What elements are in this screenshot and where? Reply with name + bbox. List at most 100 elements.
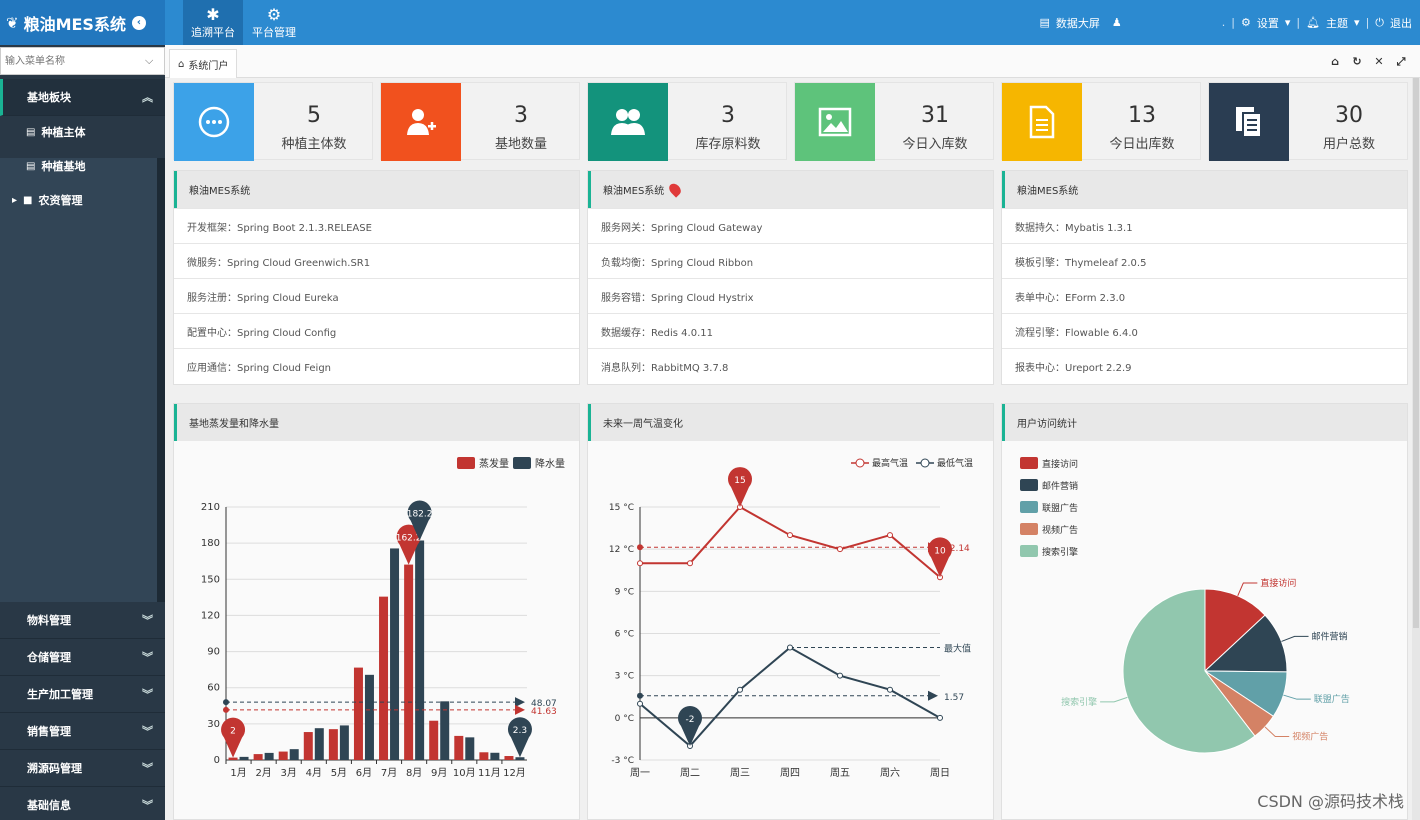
- close-icon[interactable]: ✕: [1374, 55, 1384, 68]
- settings-menu[interactable]: 设置: [1256, 16, 1279, 30]
- watermark: CSDN @源码技术栈: [1257, 792, 1404, 811]
- legend-label: 蒸发量: [479, 457, 509, 470]
- stat-value: 30: [1335, 103, 1363, 128]
- bar-降水量: [390, 548, 400, 760]
- x-tick-label: 11月: [478, 767, 501, 779]
- y-tick-label: 120: [201, 610, 220, 621]
- bar-降水量: [490, 752, 500, 760]
- tab-system-portal[interactable]: ⌂ 系统门户: [169, 49, 238, 78]
- legend-label: 搜索引擎: [1042, 546, 1078, 558]
- info-row: 模板引擎：Thymeleaf 2.0.5: [1002, 243, 1407, 278]
- pie-label-line: [1264, 726, 1290, 737]
- sidebar-group-trace-code[interactable]: 溯源码管理 ︾: [0, 750, 165, 787]
- logout-link[interactable]: 退出: [1390, 16, 1412, 30]
- sidebar-item-agri-supplies[interactable]: ▸ ■ 农资管理: [0, 183, 157, 217]
- menu-search-input[interactable]: [1, 49, 141, 73]
- line-chart-panel: 未来一周气温变化 -3 °C 0 °C 3 °C 6 °C 9 °C 12 °C 15 °C…: [587, 403, 994, 820]
- y-tick-label: 12 °C: [609, 545, 634, 555]
- data-point: [887, 532, 893, 539]
- x-tick-label: 周五: [830, 767, 850, 779]
- sidebar-group-warehouse[interactable]: 仓储管理 ︾: [0, 639, 165, 676]
- y-tick-label: 0 °C: [615, 714, 634, 724]
- divider: |: [1231, 16, 1235, 29]
- info-panel-2: 粮油MES系统 服务网关：Spring Cloud Gateway 负载均衡：S…: [587, 170, 994, 385]
- scrollbar-thumb[interactable]: [1413, 78, 1419, 628]
- stat-label: 今日出库数: [1109, 137, 1175, 152]
- settings-icon: ⚙: [1240, 16, 1251, 29]
- bar-蒸发量: [404, 564, 414, 760]
- bar-蒸发量: [504, 756, 514, 760]
- mark-point-label: 162.2: [396, 534, 422, 544]
- refresh-icon[interactable]: ↻: [1352, 55, 1362, 68]
- home-icon[interactable]: ⌂: [1331, 55, 1339, 68]
- info-row: 微服务：Spring Cloud Greenwich.SR1: [174, 243, 579, 278]
- bar-蒸发量: [253, 754, 263, 760]
- pie-slice: [1203, 614, 1288, 673]
- fullscreen-icon[interactable]: ⤢: [1396, 54, 1406, 68]
- hot-flag-icon: [667, 181, 684, 198]
- y-tick-label: 3 °C: [615, 672, 634, 682]
- chart-background: [174, 441, 579, 819]
- pie-label: 视频广告: [1292, 730, 1328, 742]
- mark-line-start: [637, 544, 643, 551]
- folder-icon: ■: [23, 194, 33, 206]
- x-tick-label: 8月: [406, 767, 422, 779]
- data-screen-link[interactable]: 数据大屏: [1055, 16, 1100, 30]
- sidebar-item-planting-base[interactable]: ▤ 种植基地: [0, 149, 157, 183]
- sidebar-scrollbar[interactable]: [157, 158, 165, 602]
- mark-point: [407, 500, 432, 541]
- user-icon[interactable]: ♟: [1111, 16, 1122, 29]
- mark-point-label: 15: [734, 476, 745, 486]
- info-row: 服务注册：Spring Cloud Eureka: [174, 278, 579, 313]
- page-scrollbar[interactable]: [1412, 78, 1420, 820]
- chevron-down-icon: ︾: [142, 688, 153, 701]
- sidebar-group-basic-info[interactable]: 基础信息 ︾: [0, 787, 165, 820]
- y-tick-label: 210: [201, 502, 220, 513]
- chevron-down-icon: ︾: [142, 799, 153, 812]
- stat-value: 13: [1128, 103, 1156, 128]
- collapse-sidebar-icon[interactable]: ‹: [131, 15, 146, 30]
- mark-line-label: 48.07: [531, 699, 557, 709]
- legend-swatch: [513, 457, 531, 469]
- y-tick-label: -3 °C: [611, 756, 634, 766]
- pie-slice: [1122, 588, 1256, 754]
- sidebar-group-material[interactable]: 物料管理 ︾: [0, 602, 165, 639]
- sidebar-group-production[interactable]: 生产加工管理 ︾: [0, 676, 165, 713]
- sidebar-group-base[interactable]: 基地板块 ︽: [0, 79, 165, 116]
- topnav-platform[interactable]: ⚙ 平台管理: [244, 0, 304, 45]
- bar-chart: 0 30 60 90 120 150 180 210 1月 2月 3月 4月 5月 6月 7月 8月 9月 10月…: [174, 441, 579, 819]
- mark-line-label: 12.14: [944, 544, 970, 554]
- bar-降水量: [465, 737, 475, 760]
- y-tick-label: 180: [201, 538, 220, 549]
- info-row: 数据持久：Mybatis 1.3.1: [1002, 208, 1407, 243]
- app-logo[interactable]: ❦ 粮油MES系统 ‹: [0, 0, 165, 45]
- chat-icon: [174, 83, 254, 161]
- add-user-icon: [381, 83, 461, 161]
- data-point: [637, 560, 643, 567]
- topnav-trace[interactable]: ✱ 追溯平台: [183, 0, 243, 45]
- stat-value: 3: [514, 103, 528, 128]
- chevron-down-icon: ︾: [142, 614, 153, 627]
- chevron-down-icon[interactable]: ⌵: [145, 54, 154, 67]
- home-icon: ⌂: [178, 58, 185, 70]
- image-icon: [795, 83, 875, 161]
- theme-menu[interactable]: 主题: [1326, 16, 1349, 30]
- power-icon: ⏻: [1375, 15, 1384, 29]
- panel-title-wrap: 粮油MES系统: [588, 171, 993, 208]
- x-tick-label: 6月: [356, 767, 372, 779]
- pie-label-line: [1100, 696, 1128, 703]
- sidebar-item-planting-subject[interactable]: ▤ 种植主体: [0, 115, 157, 149]
- topnav-trace-label: 追溯平台: [191, 25, 235, 39]
- top-right-menu: ▤ 数据大屏 ♟ . | ⚙ 设置 ▾ | 🔔︎ 主题 ▾ | ⏻ 退出: [1033, 0, 1412, 45]
- y-tick-label: 60: [207, 683, 220, 694]
- info-panel-1: 粮油MES系统 开发框架：Spring Boot 2.1.3.RELEASE 微…: [173, 170, 580, 385]
- divider: |: [1365, 16, 1370, 29]
- tab-tools: ⌂ ↻ ✕ ⤢: [1324, 45, 1412, 78]
- sidebar-group-sales[interactable]: 销售管理 ︾: [0, 713, 165, 750]
- caret-right-icon: ▸: [12, 194, 18, 206]
- stat-card-raw-inventory: 3 库存原料数: [587, 82, 787, 161]
- chart-background: [588, 441, 993, 819]
- info-row: 服务网关：Spring Cloud Gateway: [588, 208, 993, 243]
- bar-降水量: [440, 701, 450, 760]
- data-point: [837, 672, 843, 679]
